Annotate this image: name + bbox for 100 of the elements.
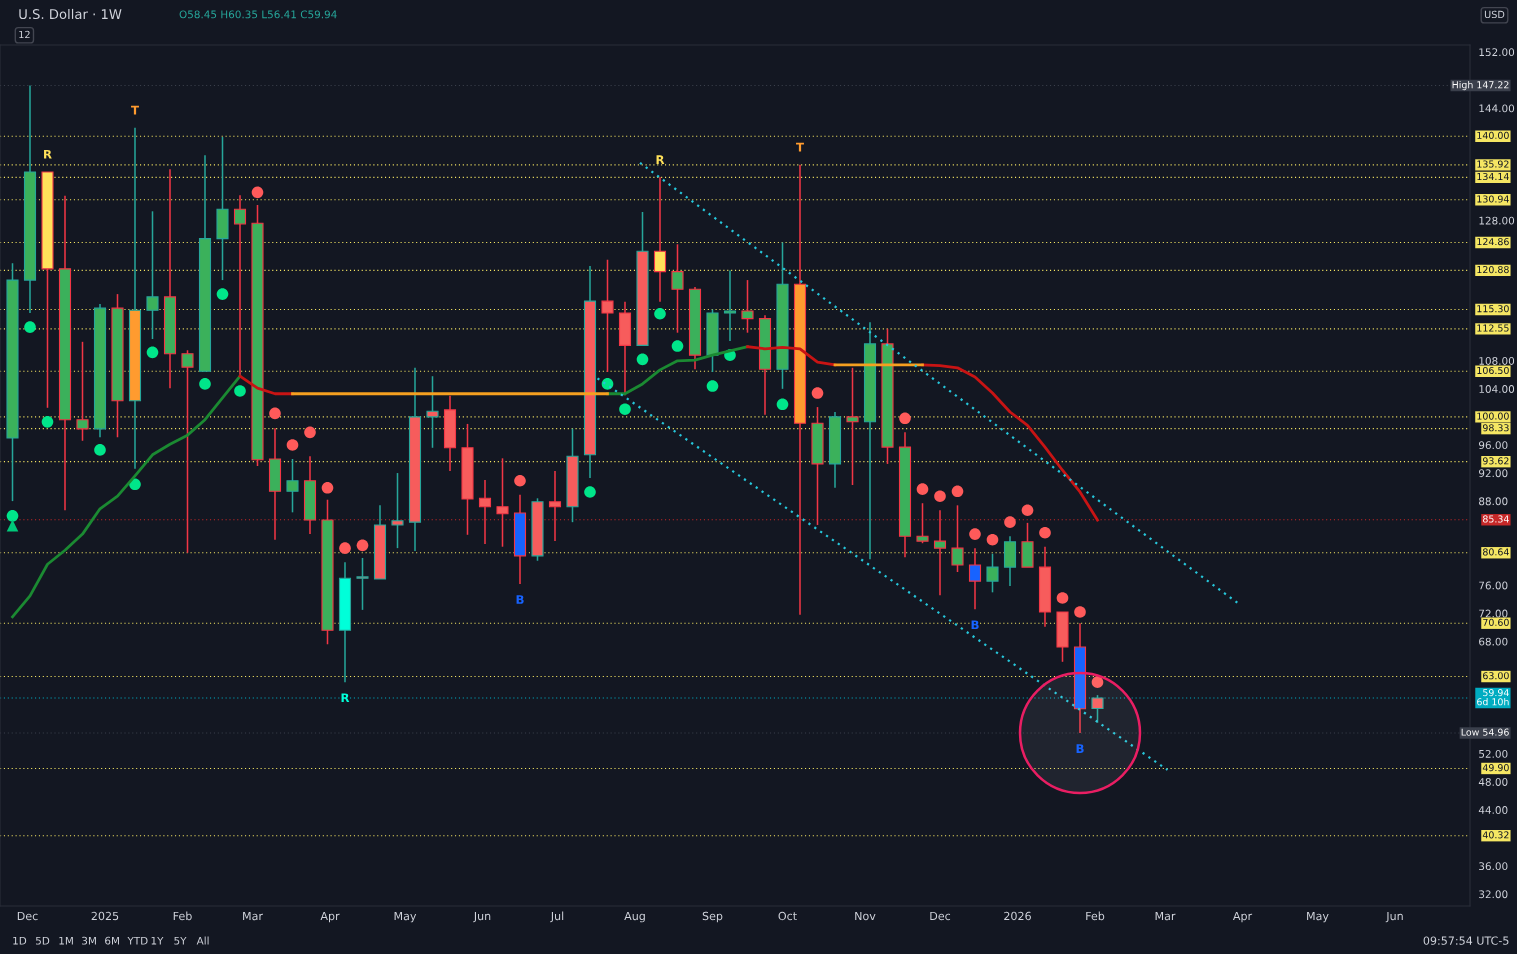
ref-line-label: 135.92: [1477, 160, 1509, 168]
text: 1D: [13, 936, 27, 945]
x-tick-label: 2026: [1004, 911, 1031, 921]
y-tick-label: 88.00: [1479, 497, 1508, 506]
point: [1021, 504, 1034, 517]
candlestick: [478, 479, 492, 545]
point: [671, 340, 684, 352]
ref-line-label: 100.00: [1477, 412, 1509, 420]
y-tick-label: 76.00: [1479, 581, 1508, 590]
point: [916, 483, 929, 495]
candlestick: [601, 258, 614, 373]
annotation: B: [516, 595, 524, 604]
ref-line-label: 85.34: [1483, 515, 1509, 523]
x-tick-label: 2025: [91, 911, 119, 921]
point: [601, 378, 614, 390]
text: 5Y: [174, 936, 187, 945]
ref-line-label: 40.32: [1482, 831, 1509, 839]
text: 1M: [59, 936, 73, 945]
annotation: R: [44, 149, 52, 159]
point: [706, 380, 719, 392]
x-tick-label: Jul: [550, 911, 564, 923]
x-tick-label: Apr: [320, 911, 340, 923]
point: [934, 490, 946, 503]
annotation: R: [341, 693, 350, 703]
x-tick-label: Oct: [778, 911, 797, 921]
candlestick: [76, 341, 89, 442]
ref-line-label: 80.64: [1483, 548, 1509, 556]
candlestick: [968, 547, 982, 610]
y-tick-label: 144.00: [1479, 104, 1515, 113]
point: [654, 307, 666, 320]
annotation: R: [656, 155, 665, 164]
x-tick-label: Mar: [243, 911, 263, 921]
y-tick-label: 128.00: [1479, 216, 1515, 225]
y-tick-label: 48.00: [1478, 778, 1508, 786]
x-tick-label: Jun: [1385, 911, 1403, 923]
ref-line-label: 124.86: [1477, 238, 1509, 246]
point: [234, 385, 246, 397]
ref-line-label: 49.90: [1482, 764, 1509, 772]
text: 09:57:54 UTC-5: [1423, 936, 1509, 945]
y-tick-label: 44.00: [1478, 806, 1508, 814]
y-tick-label: 96.00: [1478, 441, 1508, 450]
x-tick-label: Dec: [930, 911, 951, 921]
ref-line-label: High 147.22: [1452, 80, 1509, 91]
candlestick: [723, 269, 737, 342]
candlestick: [426, 375, 439, 449]
ref-line-label: 130.94: [1477, 195, 1509, 203]
ref-line-label: 140.00: [1477, 131, 1509, 139]
candlestick: [391, 472, 404, 549]
point: [321, 481, 334, 494]
text: USD: [1484, 10, 1505, 19]
point: [216, 288, 229, 300]
point: [986, 533, 999, 546]
y-tick-label: 72.00: [1479, 609, 1508, 618]
text: 12: [19, 30, 30, 38]
point: [251, 186, 264, 199]
annotation: B: [1076, 744, 1084, 753]
point: [636, 353, 649, 366]
point: [514, 474, 526, 487]
candlestick: [951, 504, 964, 573]
point: [6, 519, 19, 532]
point: [619, 403, 631, 415]
candlestick: [741, 279, 754, 334]
candlestick: [1091, 694, 1104, 724]
x-tick-label: Dec: [17, 911, 38, 921]
text: YTD: [127, 936, 148, 945]
point: [1039, 526, 1051, 539]
ref-line-label: Low 54.96: [1461, 728, 1509, 736]
y-tick-label: 52.00: [1479, 749, 1508, 758]
point: [24, 321, 36, 333]
x-tick-label: Mar: [1155, 911, 1176, 921]
point: [199, 378, 211, 390]
ref-line-label: 106.50: [1477, 366, 1509, 375]
x-tick-label: Aug: [624, 911, 645, 923]
x-tick-label: Sep: [702, 911, 723, 923]
candlestick: [986, 552, 999, 594]
y-tick-label: 36.00: [1479, 862, 1508, 871]
ref-line-label: 59.94 6d 10h: [1477, 689, 1509, 706]
candlestick: [933, 509, 947, 596]
y-tick-label: 152.00: [1479, 48, 1515, 57]
ref-line-label: 70.60: [1483, 618, 1509, 626]
x-tick-label: Jun: [473, 911, 491, 923]
candlestick: [181, 349, 194, 554]
point: [146, 346, 159, 359]
y-tick-label: 108.00: [1479, 357, 1515, 365]
point: [899, 412, 911, 425]
candlestick: [916, 502, 929, 544]
text: 3M: [82, 936, 96, 945]
y-tick-label: 104.00: [1479, 385, 1515, 393]
x-tick-label: Nov: [855, 911, 876, 921]
point: [94, 444, 106, 456]
point: [1091, 676, 1104, 688]
ref-line-label: 115.30: [1477, 305, 1509, 313]
x-tick-label: May: [1307, 911, 1329, 923]
point: [1056, 592, 1069, 604]
text: All: [196, 936, 209, 945]
x-tick-label: Feb: [173, 911, 192, 921]
y-tick-label: 92.00: [1478, 469, 1508, 478]
point: [811, 387, 824, 399]
candlestick: [286, 458, 299, 514]
text: 6M: [105, 936, 119, 945]
